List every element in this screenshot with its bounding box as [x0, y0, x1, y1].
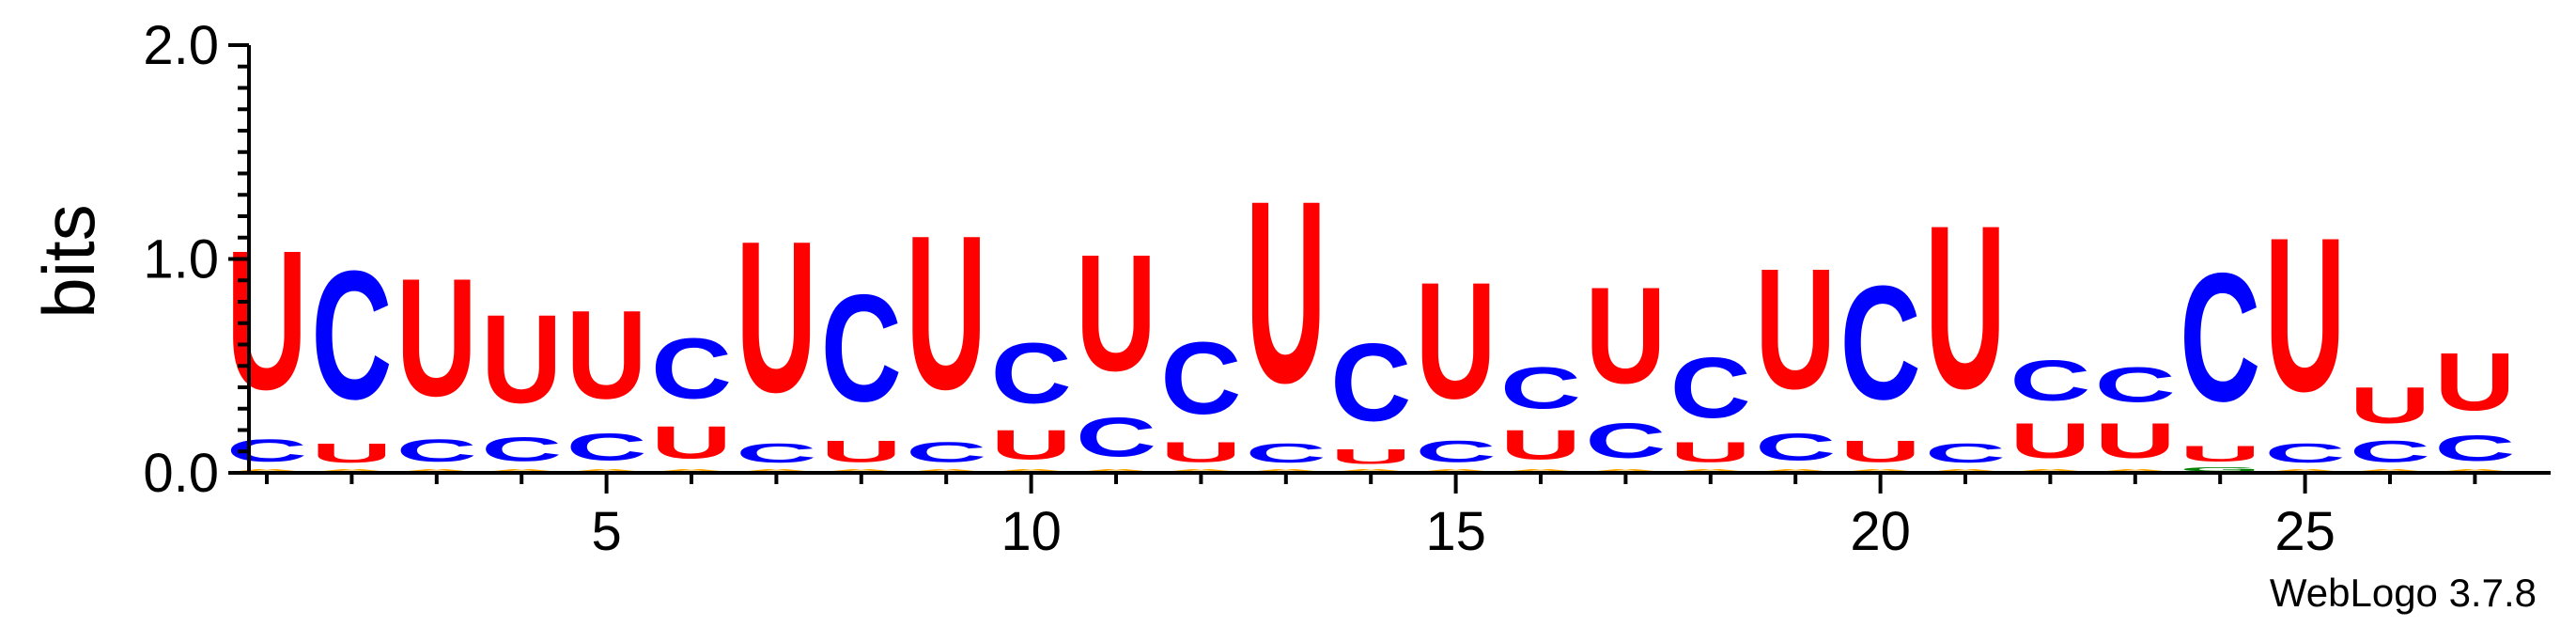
logo-letter-c: C: [1246, 439, 1327, 469]
logo-letter-a: A: [1500, 468, 1581, 473]
logo-letter-u: U: [1246, 147, 1327, 437]
logo-letter-u: U: [1416, 248, 1497, 433]
logo-letter-c: C: [311, 234, 392, 438]
weblogo-credit: WebLogo 3.7.8: [2270, 571, 2537, 615]
logo-letter-a: A: [1840, 468, 1921, 473]
y-tick-label: 0.0: [143, 443, 219, 504]
logo-letter-u: U: [1330, 445, 1411, 468]
logo-letter-a: A: [2010, 468, 2090, 473]
logo-letter-c: C: [2265, 439, 2346, 469]
logo-letter-a: A: [1076, 468, 1156, 473]
logo-letter-a: A: [821, 468, 902, 473]
logo-letter-u: U: [651, 417, 732, 468]
logo-letter-c: C: [991, 325, 1072, 421]
logo-letter-u: U: [2010, 413, 2090, 468]
logo-letter-u: U: [481, 288, 562, 429]
logo-letter-u: U: [1670, 436, 1751, 468]
logo-letter-u: U: [1076, 220, 1156, 405]
logo-letter-a: A: [1416, 468, 1497, 473]
logo-letter-a: A: [651, 468, 732, 473]
y-ticks: 0.0 1.0 2.0: [143, 15, 249, 504]
logo-letter-u: U: [1500, 422, 1581, 469]
logo-letter-c: C: [1500, 355, 1581, 421]
logo-letter-u: U: [1160, 436, 1241, 468]
logo-letter-u: U: [396, 244, 477, 431]
logo-letter-a: A: [2095, 468, 2176, 473]
logo-letter-u: U: [2434, 336, 2515, 428]
logo-letter-u: U: [226, 211, 307, 431]
logo-letter-c: C: [1755, 426, 1836, 469]
logo-letter-u: U: [991, 422, 1072, 469]
logo-letter-c: C: [736, 439, 816, 469]
logo-letter-c: C: [1670, 340, 1751, 436]
y-axis-label: bits: [27, 204, 110, 318]
x-tick-label: 10: [1001, 501, 1062, 562]
logo-letter-a: A: [1585, 468, 1666, 473]
logo-letter-c: C: [566, 426, 647, 469]
logo-letter-a: A: [1330, 468, 1411, 473]
logo-letter-c: C: [396, 432, 477, 469]
logo-letter-u: U: [1840, 434, 1921, 468]
logo-letter-c: C: [2434, 428, 2515, 468]
logo-letter-a: A: [2434, 468, 2515, 473]
logo-letter-a: A: [1160, 468, 1241, 473]
logo-letter-a: A: [311, 468, 392, 473]
logo-letter-a: A: [481, 468, 562, 473]
logo-letter-u: U: [2350, 376, 2430, 434]
y-tick-label: 1.0: [143, 229, 219, 290]
x-ticks: 5 10 15 20 25: [265, 473, 2477, 562]
logo-letter-u: U: [2265, 193, 2346, 438]
x-tick-label: 20: [1850, 501, 1911, 562]
logo-letter-c: C: [2350, 434, 2430, 468]
logo-letter-u: U: [1925, 178, 2006, 438]
logo-letter-a: A: [991, 468, 1072, 473]
logo-letter-c: C: [906, 436, 986, 468]
logo-letter-c: C: [2180, 236, 2260, 440]
logo-letter-a: A: [226, 468, 307, 473]
logo-letter-c: C: [1330, 321, 1411, 445]
y-tick-label: 2.0: [143, 15, 219, 76]
logo-letter-a: A: [566, 468, 647, 473]
logo-letter-a: A: [736, 468, 816, 473]
logo-letter-a: A: [1670, 468, 1751, 473]
logo-letter-c: C: [1925, 439, 2006, 469]
x-tick-label: 15: [1425, 501, 1486, 562]
logo-letter-a: A: [1755, 468, 1836, 473]
letter-stacks: ACUAUCACUACUACUAUCACUAUCACUAUCACUAUCACUA…: [226, 147, 2515, 473]
logo-letter-c: C: [651, 321, 732, 417]
logo-letter-c: C: [481, 430, 562, 468]
logo-letter-u: U: [906, 191, 986, 436]
logo-letter-c: C: [1416, 434, 1497, 468]
logo-letter-a: A: [2350, 468, 2430, 473]
logo-letter-u: U: [2180, 441, 2260, 466]
logo-letter-u: U: [736, 196, 816, 437]
x-tick-label: 5: [591, 501, 621, 562]
x-tick-label: 25: [2274, 501, 2335, 562]
logo-letter-c: C: [2095, 357, 2176, 413]
logo-letter-g: G: [2180, 466, 2260, 473]
logo-letter-a: A: [1246, 468, 1327, 473]
logo-letter-a: A: [906, 468, 986, 473]
logo-letter-u: U: [1755, 232, 1836, 425]
logo-letter-c: C: [1160, 321, 1241, 437]
logo-letter-u: U: [2095, 413, 2176, 468]
logo-letter-c: C: [1840, 253, 1921, 433]
logo-letter-u: U: [1585, 259, 1666, 413]
logo-letter-u: U: [566, 284, 647, 425]
logo-letter-c: C: [821, 263, 902, 433]
logo-letter-a: A: [2265, 468, 2346, 473]
logo-letter-c: C: [1076, 406, 1156, 468]
logo-letter-u: U: [311, 439, 392, 469]
logo-letter-a: A: [1925, 468, 2006, 473]
logo-letter-c: C: [1585, 413, 1666, 468]
logo-letter-u: U: [821, 434, 902, 468]
logo-letter-c: C: [2010, 349, 2090, 413]
logo-letter-a: A: [396, 468, 477, 473]
